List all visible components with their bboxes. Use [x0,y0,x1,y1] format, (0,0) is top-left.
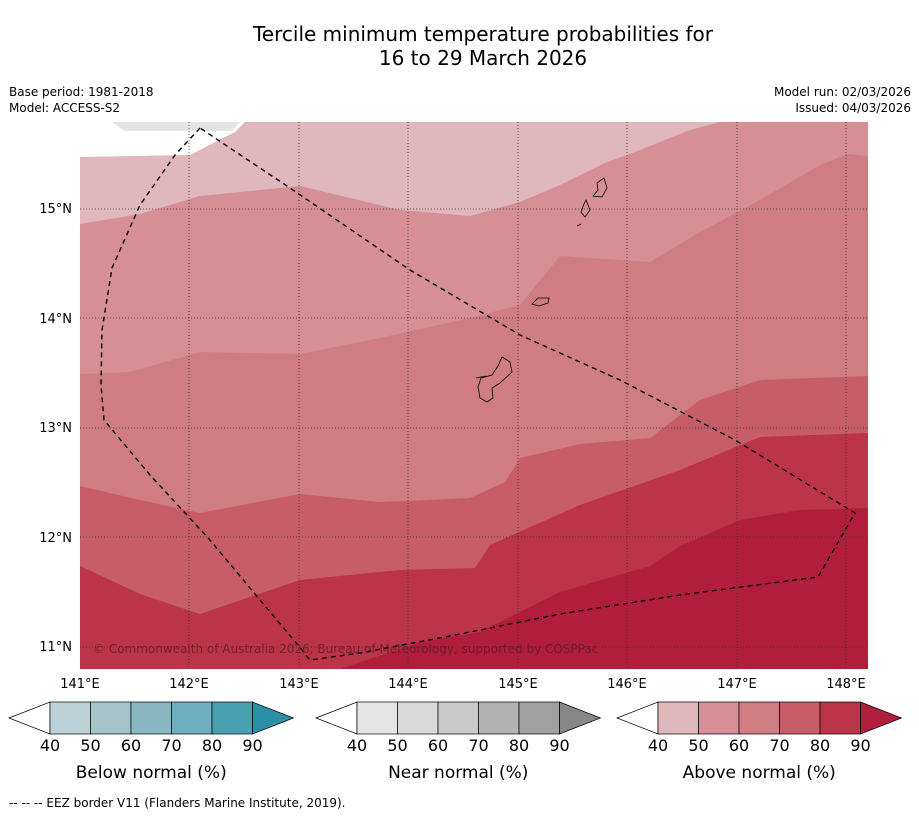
colorbar-segment [738,701,780,735]
colorbar-segment [518,701,560,735]
colorbar-tick-label: 60 [428,736,448,755]
eez-border [100,127,856,661]
band-90-plus [340,508,868,669]
colorbar-low-extension [8,701,51,735]
colorbar-segment [657,701,699,735]
colorbar-tick-label: 80 [202,736,222,755]
colorbar-tick-label: 50 [80,736,100,755]
lon-label: 142°E [169,677,209,692]
colorbar-segment [49,701,91,735]
colorbar-low-extension [315,701,358,735]
model-name: Model: ACCESS-S2 [9,101,121,115]
colorbar-high-extension [252,701,295,735]
latitude-labels: 15°N 14°N 13°N 12°N 11°N [39,202,72,655]
lat-label: 11°N [39,640,72,655]
lat-label: 14°N [39,312,72,327]
colorbar-high-extension [860,701,903,735]
lon-label: 143°E [279,677,319,692]
meta-left: Base period: 1981-2018 Model: ACCESS-S2 [9,84,154,116]
colorbar-high-extension [559,701,602,735]
colorbar-segment [90,701,132,735]
colorbar-tick-label: 70 [468,736,488,755]
colorbar-segment [437,701,479,735]
colorbar-tick-label: 60 [729,736,749,755]
lat-label: 12°N [39,531,72,546]
colorbar-tick-label: 70 [161,736,181,755]
colorbar-tick-label: 90 [549,736,569,755]
colorbar-tick-label: 90 [850,736,870,755]
copyright-text: © Commonwealth of Australia 2026, Bureau… [93,642,598,656]
lon-label: 144°E [388,677,428,692]
base-period: Base period: 1981-2018 [9,85,154,99]
lon-label: 148°E [826,677,866,692]
issued-date: Issued: 04/03/2026 [795,101,911,115]
colorbar-segment [819,701,861,735]
colorbar-tick-label: 40 [40,736,60,755]
colorbar-tick-label: 50 [387,736,407,755]
colorbar-segment [397,701,439,735]
tinian-island [580,199,591,218]
lat-label: 15°N [39,202,72,217]
lon-label: 146°E [607,677,647,692]
colorbar-tick-label: 80 [810,736,830,755]
colorbar-tick-label: 40 [347,736,367,755]
aguijan-island [576,223,582,227]
colorbar-above-normal: 40 50 60 70 80 90 Above normal (%) [616,701,903,783]
colorbar-title: Near normal (%) [388,763,528,783]
probability-field [80,122,868,669]
colorbar-tick-label: 90 [242,736,262,755]
colorbar-segment [478,701,520,735]
guam-peninsula [475,375,487,379]
colorbar-low-extension [616,701,659,735]
title-line-2: 16 to 29 March 2026 [378,46,588,70]
missing-data-strip [112,122,240,131]
meta-right: Model run: 02/03/2026 Issued: 04/03/2026 [774,84,911,116]
lon-label: 141°E [60,677,100,692]
colorbar-segment [779,701,821,735]
colorbar-title: Above normal (%) [683,763,836,783]
saipan-island [592,177,608,198]
colorbar-title: Below normal (%) [76,763,227,783]
colorbar-segment [211,701,253,735]
colorbar-below-normal: 40 50 60 70 80 90 Below normal (%) [8,701,295,783]
guam-island [477,356,513,403]
colorbar-segment [356,701,398,735]
islands [475,177,608,403]
graticule [80,122,868,669]
colorbar-segment [698,701,740,735]
colorbar-segment [130,701,172,735]
colorbar-near-normal: 40 50 60 70 80 90 Near normal (%) [315,701,602,783]
colorbar-tick-label: 40 [648,736,668,755]
colorbar-tick-label: 80 [509,736,529,755]
colorbar-segment [171,701,213,735]
rota-island [531,297,550,307]
colorbar-tick-label: 50 [688,736,708,755]
eez-footnote: -- -- -- EEZ border V11 (Flanders Marine… [9,796,346,810]
lat-label: 13°N [39,421,72,436]
longitude-labels: 141°E 142°E 143°E 144°E 145°E 146°E 147°… [60,677,866,692]
colorbar-tick-label: 60 [121,736,141,755]
colorbar-tick-label: 70 [769,736,789,755]
lon-label: 147°E [717,677,757,692]
title-line-1: Tercile minimum temperature probabilitie… [252,22,714,46]
map-title: Tercile minimum temperature probabilitie… [0,22,919,70]
lon-label: 145°E [498,677,538,692]
model-run: Model run: 02/03/2026 [773,85,911,99]
